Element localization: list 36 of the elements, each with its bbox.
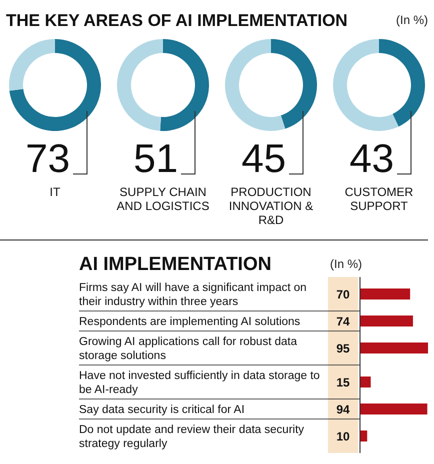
data-label: 95	[336, 342, 350, 356]
text: (In %)	[396, 13, 428, 27]
donut-slice	[379, 39, 425, 127]
slice-label: PRODUCTION INNOVATION & R&D	[228, 185, 314, 227]
data-label: 43	[350, 137, 394, 181]
donut-slice	[225, 39, 286, 131]
y-tick-label: Respondents are implementing AI solutions	[79, 316, 300, 328]
slice-label: IT	[50, 185, 61, 199]
slice-label: SUPPLY CHAIN AND LOGISTICS	[116, 185, 210, 213]
data-label: 51	[134, 137, 178, 181]
bar	[360, 430, 368, 442]
data-label: 45	[242, 137, 286, 181]
data-label: 74	[336, 314, 350, 328]
y-tick-label: Have not invested sufficiently in data storage to be AI-ready	[79, 370, 320, 396]
donut-slice	[9, 39, 101, 131]
bar	[360, 288, 410, 300]
data-label: 73	[26, 137, 70, 181]
y-tick-label: Say data security is critical for AI	[79, 404, 245, 416]
data-label: 70	[336, 288, 350, 302]
donut-slice	[9, 39, 55, 91]
donut-slice	[160, 39, 209, 131]
data-label: 15	[336, 376, 350, 390]
y-tick-label: Growing AI applications call for robust data storage solutions	[79, 336, 298, 362]
text: THE KEY AREAS OF AI IMPLEMENTATION	[6, 11, 348, 30]
text: AI IMPLEMENTATION	[79, 254, 272, 275]
donut-slice	[271, 39, 317, 129]
donut-slice	[117, 39, 163, 131]
donut-slice	[333, 39, 399, 131]
data-label: 94	[336, 402, 350, 416]
y-tick-label: Do not update and review their data security strategy regularly	[79, 424, 304, 450]
bar	[360, 404, 428, 414]
data-label: 10	[336, 430, 350, 444]
text: (In %)	[330, 257, 362, 271]
slice-label: CUSTOMER SUPPORT	[344, 185, 414, 213]
y-tick-label: Firms say AI will have a significant impact on their industry within three years	[79, 282, 307, 308]
bar	[360, 316, 413, 326]
